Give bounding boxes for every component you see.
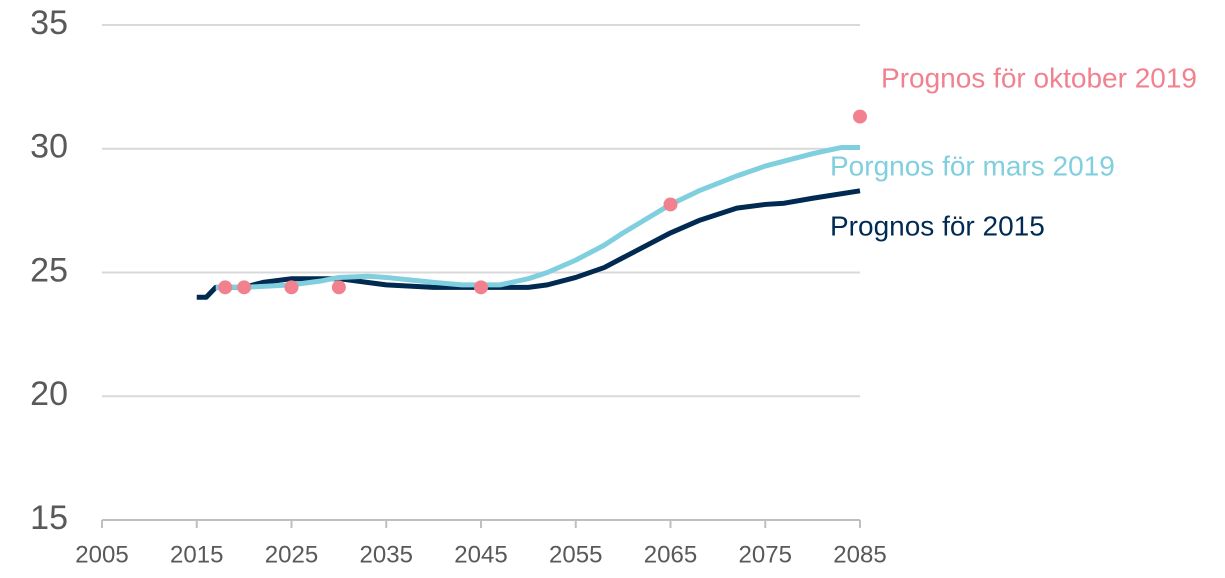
y-tick-label: 25 bbox=[30, 251, 68, 289]
x-tick-label: 2035 bbox=[360, 541, 413, 568]
series-label: Porgnos för mars 2019 bbox=[830, 150, 1115, 181]
data-point bbox=[853, 109, 867, 124]
data-point bbox=[237, 280, 252, 295]
data-point bbox=[331, 280, 346, 295]
series-label: Prognos för 2015 bbox=[830, 210, 1045, 241]
x-tick-label: 2055 bbox=[549, 541, 602, 568]
series-line bbox=[215, 145, 860, 290]
y-tick-label: 15 bbox=[30, 499, 68, 537]
series-label: Prognos för oktober 2019 bbox=[881, 62, 1197, 93]
data-point bbox=[218, 280, 233, 295]
x-tick-label: 2005 bbox=[75, 541, 128, 568]
x-tick-label: 2085 bbox=[833, 541, 886, 568]
x-tick-label: 2045 bbox=[454, 541, 507, 568]
x-tick-label: 2025 bbox=[265, 541, 318, 568]
y-tick-label: 20 bbox=[30, 375, 68, 413]
x-tick-label: 2015 bbox=[170, 541, 223, 568]
data-point bbox=[663, 197, 678, 212]
y-tick-label: 30 bbox=[30, 128, 68, 166]
data-point bbox=[284, 280, 299, 295]
x-tick-label: 2065 bbox=[644, 541, 697, 568]
data-point bbox=[474, 280, 488, 295]
x-tick-label: 2075 bbox=[739, 541, 792, 568]
y-tick-label: 35 bbox=[30, 4, 68, 42]
series-line bbox=[196, 188, 861, 300]
